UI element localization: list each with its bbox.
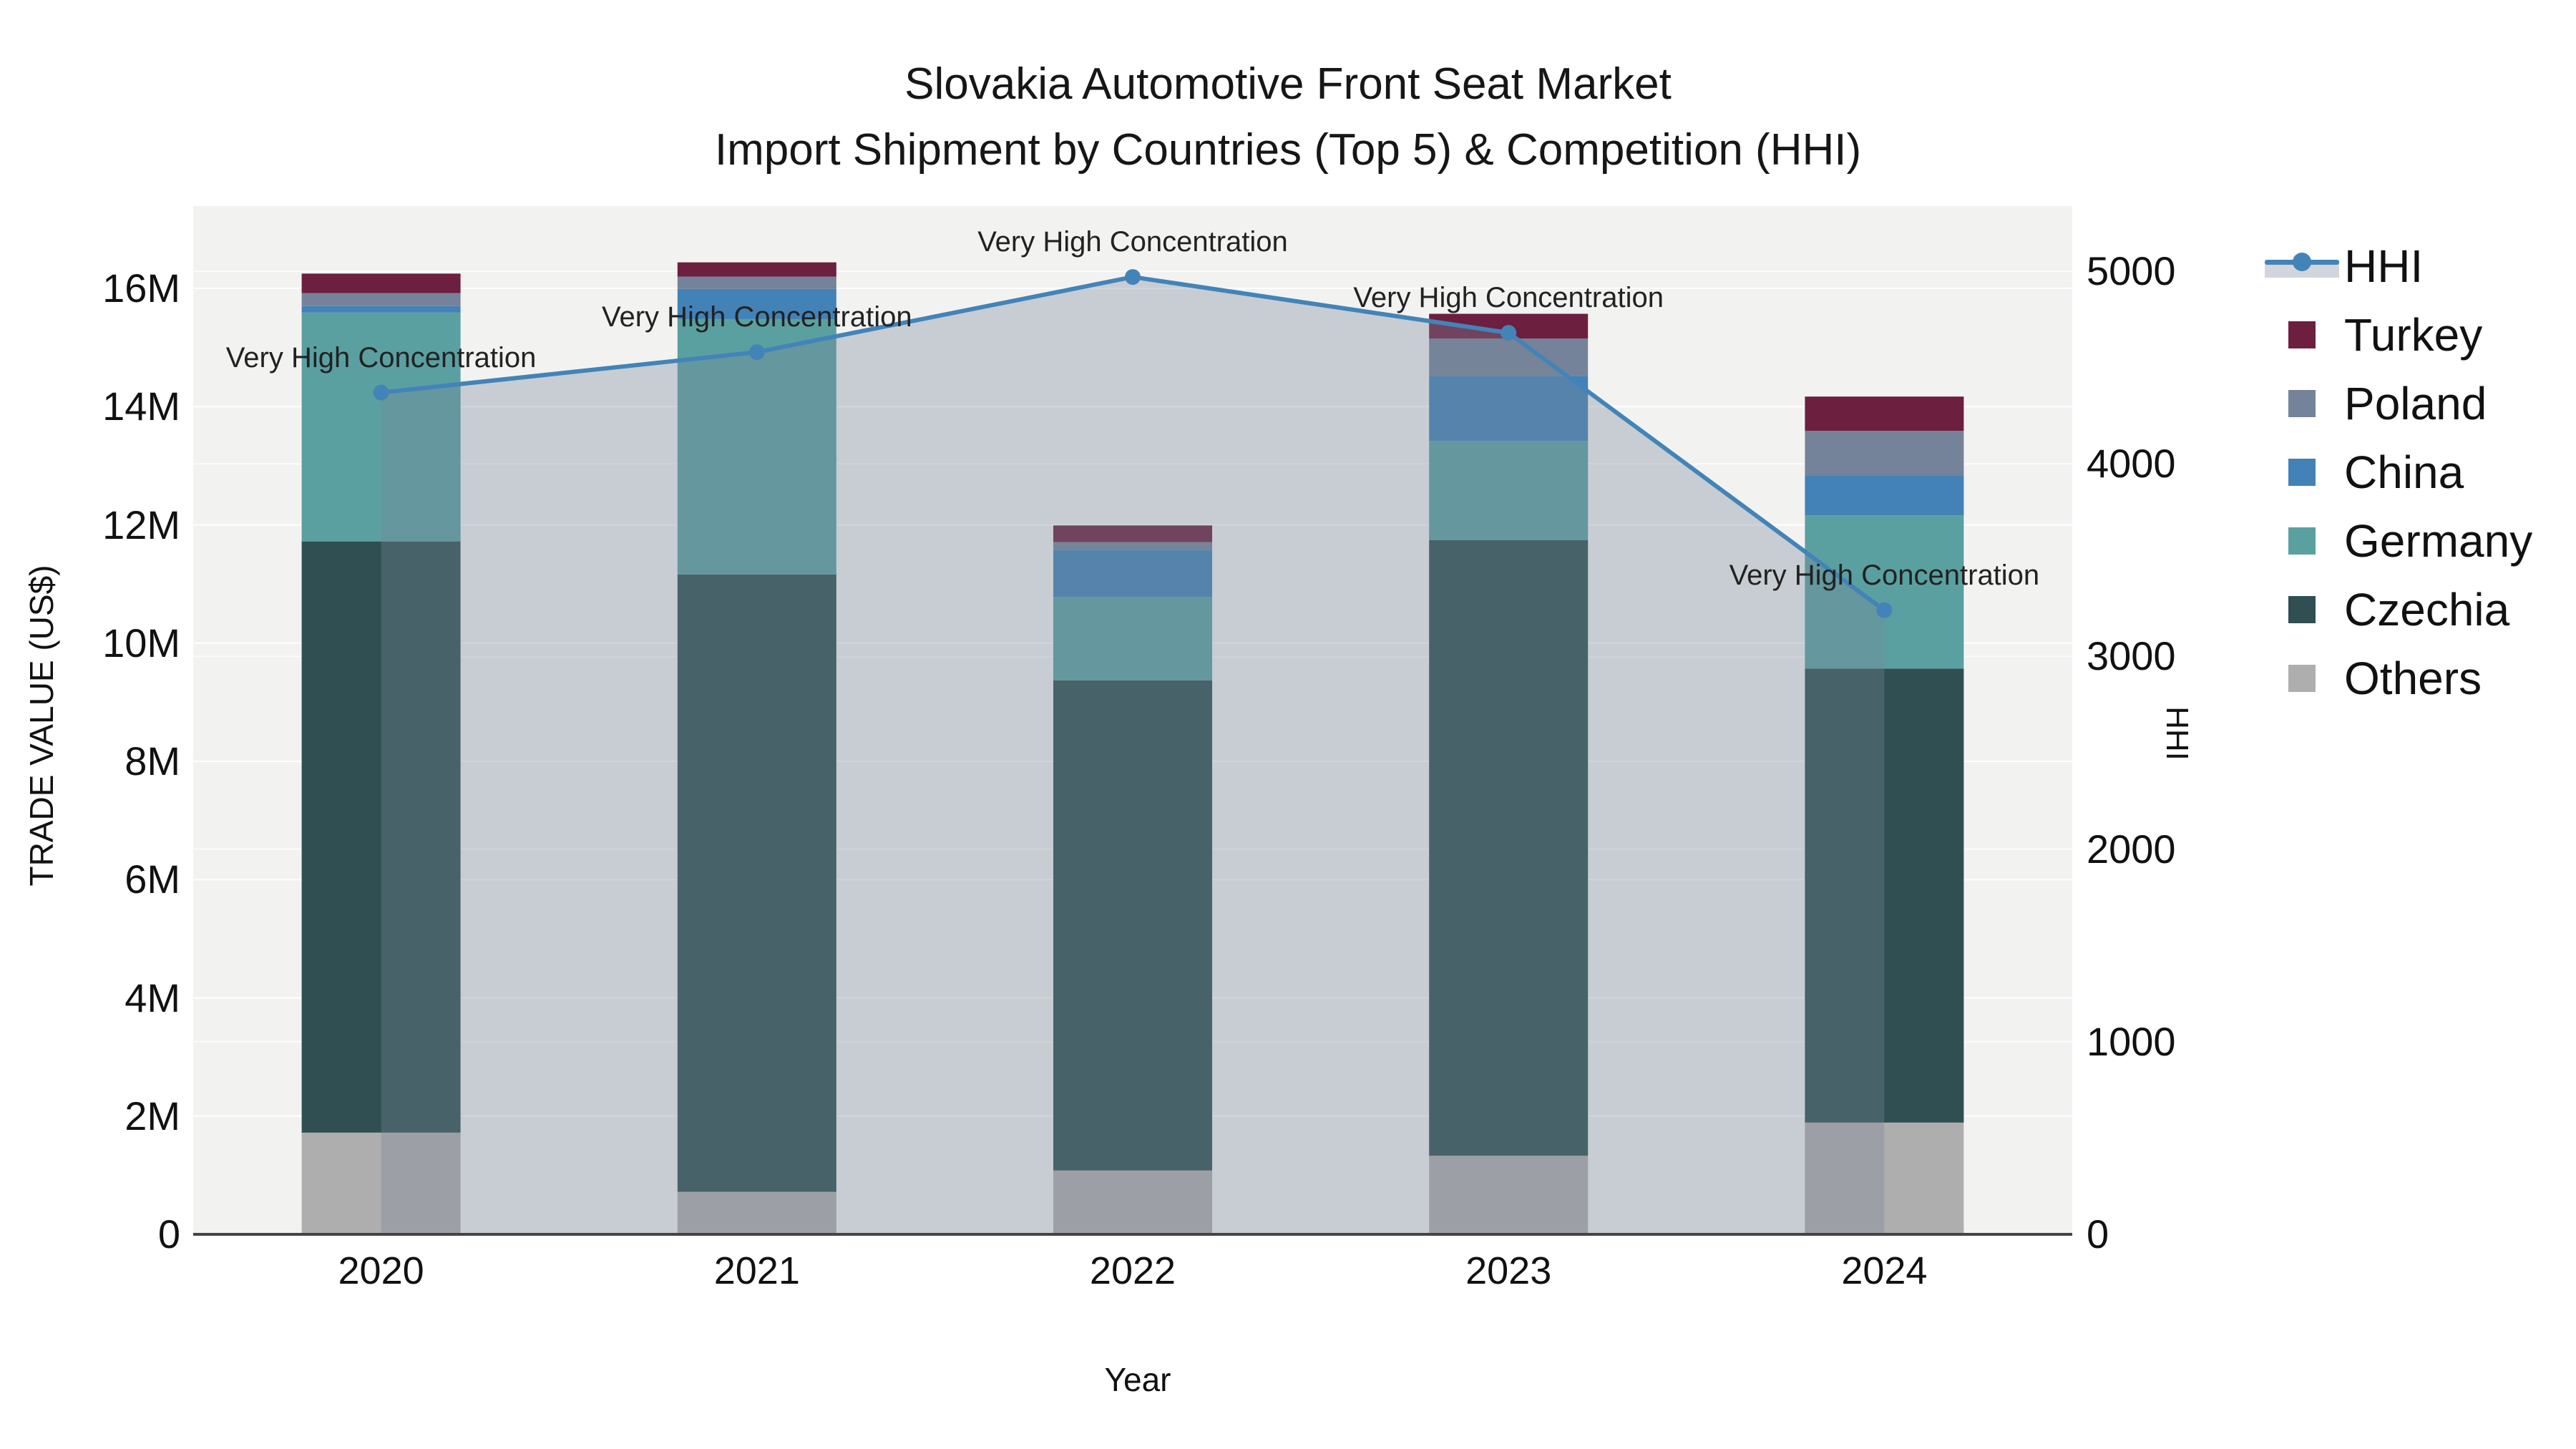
x-tick-2021: 2021 [713, 1249, 800, 1292]
y-left-tick-10M: 10M [102, 620, 180, 665]
legend: HHI Turkey Poland China Germany Czechia Others [2260, 232, 2532, 713]
bar-segment-2023-others[interactable] [1429, 1156, 1589, 1234]
y-left-tick-12M: 12M [102, 502, 180, 547]
legend-symbol-germany [2260, 527, 2344, 555]
bar-segment-2021-turkey[interactable] [677, 262, 836, 277]
bar-segment-2023-czechia[interactable] [1429, 540, 1589, 1156]
bar-segment-2022-germany[interactable] [1053, 597, 1212, 680]
annotation-2023: Very High Concentration [1353, 282, 1664, 314]
y-left-tick-14M: 14M [102, 384, 180, 429]
bar-segment-2020-others[interactable] [301, 1132, 461, 1234]
legend-item-germany[interactable]: Germany [2260, 507, 2532, 575]
y-left-tick-16M: 16M [102, 265, 180, 311]
x-tick-2023: 2023 [1465, 1249, 1552, 1292]
legend-symbol-china [2260, 459, 2344, 486]
legend-label-poland: Poland [2344, 378, 2487, 429]
chart-title-line1: Slovakia Automotive Front Seat Market [904, 59, 1672, 109]
bar-segment-2022-czechia[interactable] [1053, 680, 1212, 1171]
legend-swatch-turkey [2288, 321, 2316, 348]
y-left-axis-title: TRADE VALUE (US$) [23, 565, 60, 887]
bar-segment-2020-germany[interactable] [301, 312, 461, 542]
y-right-tick-1000: 1000 [2087, 1018, 2176, 1064]
bar-segment-2021-poland[interactable] [677, 276, 836, 289]
legend-swatch-others [2288, 665, 2316, 692]
legend-label-hhi: HHI [2344, 240, 2424, 292]
bar-segment-2021-china[interactable] [677, 288, 836, 319]
y-right-axis-title: HHI [2160, 706, 2195, 761]
bar-segment-2022-poland[interactable] [1053, 542, 1212, 550]
legend-symbol-hhi [2260, 252, 2344, 280]
bar-segment-2024-czechia[interactable] [1805, 668, 1964, 1123]
hhi-marker-2022[interactable] [1125, 269, 1141, 286]
bar-segment-2022-others[interactable] [1053, 1170, 1212, 1234]
bar-segment-2021-czechia[interactable] [677, 574, 836, 1192]
chart-title-line2: Import Shipment by Countries (Top 5) & C… [714, 125, 1862, 175]
y-left-tick-2M: 2M [125, 1093, 180, 1138]
bar-segment-2020-poland[interactable] [301, 293, 461, 306]
bar-segment-2024-turkey[interactable] [1805, 396, 1964, 431]
annotation-2021: Very High Concentration [602, 301, 912, 333]
legend-swatch-germany [2288, 527, 2316, 555]
hhi-marker-2020[interactable] [373, 384, 389, 401]
bar-segment-2020-czechia[interactable] [301, 541, 461, 1133]
chart-title: Slovakia Automotive Front Seat Market Im… [0, 52, 2576, 183]
bar-segment-2024-germany[interactable] [1805, 515, 1964, 669]
y-left-tick-0: 0 [157, 1211, 180, 1257]
bar-segment-2024-others[interactable] [1805, 1122, 1964, 1234]
legend-symbol-others [2260, 665, 2344, 692]
x-axis-title: Year [1104, 1361, 1171, 1398]
y-left-tick-6M: 6M [125, 857, 180, 902]
y-right-tick-0: 0 [2087, 1211, 2109, 1257]
y-right-tick-2000: 2000 [2087, 826, 2176, 872]
hhi-marker-icon [2293, 253, 2311, 271]
bar-segment-2024-china[interactable] [1805, 475, 1964, 516]
legend-label-china: China [2344, 447, 2464, 498]
x-tick-2020: 2020 [338, 1249, 424, 1292]
y-right-tick-4000: 4000 [2087, 441, 2176, 487]
annotation-2024: Very High Concentration [1729, 559, 2040, 591]
bar-segment-2022-turkey[interactable] [1053, 525, 1212, 542]
legend-label-others: Others [2344, 653, 2482, 704]
bar-segment-2021-others[interactable] [677, 1191, 836, 1234]
legend-item-turkey[interactable]: Turkey [2260, 301, 2532, 369]
bar-segment-2023-china[interactable] [1429, 376, 1589, 441]
bar-segment-2024-poland[interactable] [1805, 431, 1964, 476]
hhi-marker-2021[interactable] [748, 344, 765, 361]
bar-segment-2020-turkey[interactable] [301, 273, 461, 293]
annotation-2022: Very High Concentration [977, 226, 1288, 258]
y-right-tick-5000: 5000 [2087, 248, 2176, 293]
bar-segment-2023-germany[interactable] [1429, 441, 1589, 540]
annotation-2020: Very High Concentration [225, 341, 537, 374]
legend-item-hhi[interactable]: HHI [2260, 232, 2532, 301]
hhi-marker-2023[interactable] [1501, 325, 1517, 341]
legend-label-czechia: Czechia [2344, 584, 2510, 635]
legend-item-others[interactable]: Others [2260, 644, 2532, 713]
hhi-area-fill [381, 277, 1885, 1235]
legend-swatch-czechia [2288, 596, 2316, 623]
legend-symbol-poland [2260, 390, 2344, 417]
y-left-tick-4M: 4M [125, 975, 180, 1020]
legend-label-germany: Germany [2344, 515, 2533, 567]
hhi-legend-glyph [2265, 252, 2339, 280]
legend-swatch-poland [2288, 390, 2316, 417]
legend-item-czechia[interactable]: Czechia [2260, 575, 2532, 644]
legend-item-poland[interactable]: Poland [2260, 369, 2532, 438]
y-right-tick-3000: 3000 [2087, 633, 2176, 679]
legend-item-china[interactable]: China [2260, 438, 2532, 507]
bar-segment-2021-germany[interactable] [677, 318, 836, 575]
x-tick-2024: 2024 [1841, 1249, 1928, 1292]
bar-segment-2020-china[interactable] [301, 306, 461, 313]
legend-symbol-czechia [2260, 596, 2344, 623]
x-tick-2022: 2022 [1089, 1249, 1176, 1292]
legend-symbol-turkey [2260, 321, 2344, 348]
legend-swatch-china [2288, 459, 2316, 486]
y-left-tick-8M: 8M [125, 738, 180, 784]
bar-segment-2022-china[interactable] [1053, 550, 1212, 597]
hhi-marker-2024[interactable] [1876, 602, 1893, 618]
legend-label-turkey: Turkey [2344, 309, 2483, 361]
